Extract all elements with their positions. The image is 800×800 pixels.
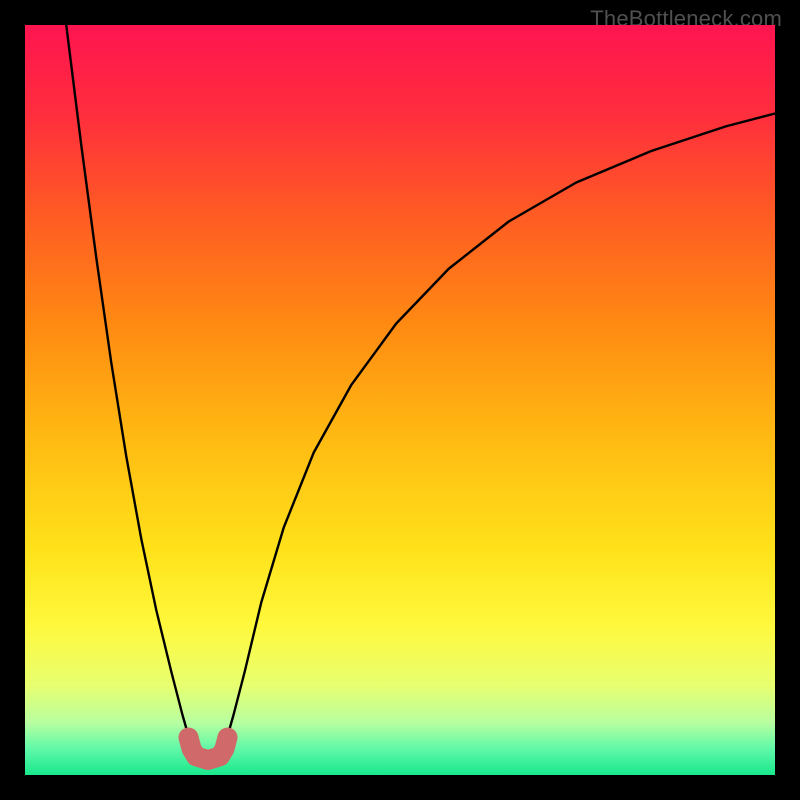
chart-frame: TheBottleneck.com [0, 0, 800, 800]
chart-background [25, 25, 775, 775]
plot-area [25, 25, 775, 775]
chart-svg [25, 25, 775, 775]
